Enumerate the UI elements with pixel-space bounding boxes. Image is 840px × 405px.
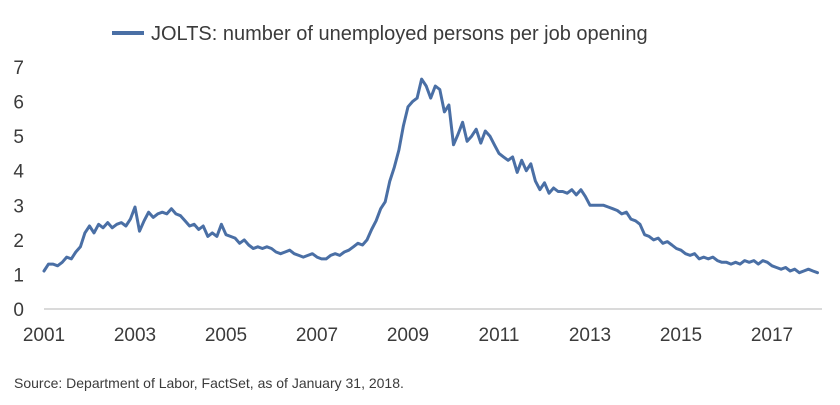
x-tick-label: 2003 <box>114 325 156 346</box>
y-tick-label: 2 <box>13 231 24 252</box>
y-tick-label: 0 <box>13 300 24 321</box>
legend: JOLTS: number of unemployed persons per … <box>112 23 648 45</box>
x-tick-label: 2013 <box>569 325 611 346</box>
series-line-unemployed-per-opening <box>42 77 819 275</box>
y-tick-label: 7 <box>13 58 24 79</box>
y-tick-label: 1 <box>13 265 24 286</box>
source-note: Source: Department of Labor, FactSet, as… <box>14 375 404 391</box>
x-tick-label: 2007 <box>296 325 338 346</box>
x-axis: 2001 2003 2005 2007 2009 2011 2013 2015 2017 <box>23 325 793 346</box>
x-tick-label: 2017 <box>751 325 793 346</box>
y-axis: 0 1 2 3 4 5 6 7 <box>13 58 24 321</box>
y-tick-label: 3 <box>13 196 24 217</box>
x-tick-label: 2001 <box>23 325 65 346</box>
x-tick-label: 2009 <box>387 325 429 346</box>
y-tick-label: 4 <box>13 162 24 183</box>
y-tick-label: 6 <box>13 93 24 114</box>
x-tick-label: 2015 <box>660 325 702 346</box>
y-tick-label: 5 <box>13 127 24 148</box>
legend-label: JOLTS: number of unemployed persons per … <box>151 23 648 45</box>
x-tick-label: 2011 <box>479 325 520 346</box>
x-tick-label: 2005 <box>205 325 247 346</box>
